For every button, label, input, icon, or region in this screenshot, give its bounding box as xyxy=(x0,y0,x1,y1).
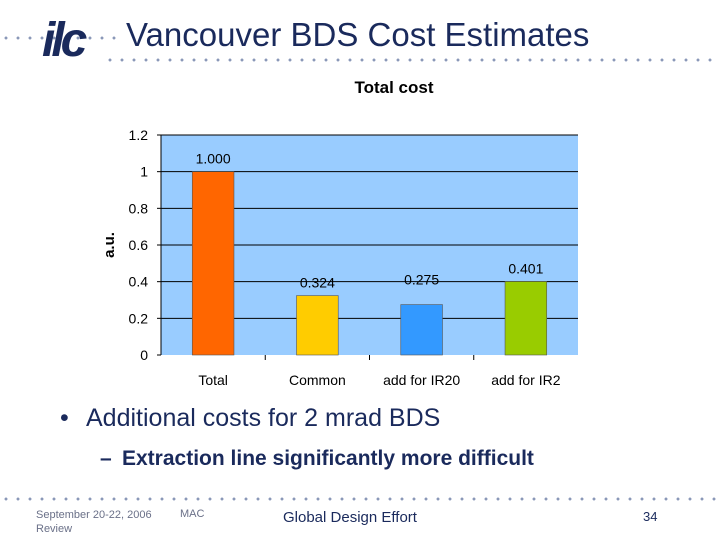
footer-dotted-rule xyxy=(0,497,720,501)
ilc-logo-text: ilc xyxy=(42,14,87,64)
bullet-2-text: Extraction line significantly more diffi… xyxy=(122,447,534,470)
data-label: 1.000 xyxy=(196,151,231,167)
header-dotted-rule xyxy=(0,36,120,40)
bullet-symbol: • xyxy=(60,404,69,432)
footer-date: September 20-22, 2006 Review xyxy=(36,509,152,535)
footer-global-design-effort: Global Design Effort xyxy=(283,509,417,526)
footer-mac: MAC xyxy=(180,508,205,520)
sub-bullet-dash: – xyxy=(100,447,112,470)
y-tick-label: 0.6 xyxy=(129,237,149,253)
y-tick-label: 0.4 xyxy=(129,274,149,290)
ilc-logo: ilc xyxy=(42,14,91,64)
category-labels: Total Common add for IR20 add for IR2 xyxy=(198,372,560,388)
bullet-additional-costs: • Additional costs for 2 mrad BDS xyxy=(60,404,440,433)
bar-add-for-ir20 xyxy=(400,304,443,356)
total-cost-chart: Total cost a.u. 0 0.2 0.4 0.6 0.8 1 1.2 Total C… xyxy=(101,78,578,388)
y-tick-label: 1 xyxy=(140,164,148,180)
y-tick-label: 1.2 xyxy=(129,127,149,143)
data-labels: 1.000 0.324 0.275 0.401 xyxy=(196,151,544,291)
category-label: add for IR20 xyxy=(383,372,460,388)
y-tick-label: 0.2 xyxy=(129,310,149,326)
data-label: 0.401 xyxy=(508,260,543,276)
y-tick-labels: 0 0.2 0.4 0.6 0.8 1 1.2 xyxy=(129,127,161,363)
slide-title: Vancouver BDS Cost Estimates xyxy=(126,16,590,53)
bar-total xyxy=(191,171,235,356)
category-label: Total xyxy=(198,372,228,388)
chart-title: Total cost xyxy=(354,78,433,97)
bar-common xyxy=(296,295,339,356)
title-dotted-rule xyxy=(104,58,720,62)
category-label: Common xyxy=(289,372,346,388)
data-label: 0.275 xyxy=(404,272,439,288)
y-tick-label: 0 xyxy=(140,347,148,363)
bar-add-for-ir2 xyxy=(504,281,548,356)
sub-bullet-extraction-line: – Extraction line significantly more diff… xyxy=(100,447,534,471)
bullet-1-text: Additional costs for 2 mrad BDS xyxy=(86,404,441,432)
page-number: 34 xyxy=(643,509,658,524)
category-label: add for IR2 xyxy=(491,372,560,388)
y-tick-label: 0.8 xyxy=(129,200,149,216)
data-label: 0.324 xyxy=(300,275,335,291)
bars xyxy=(191,171,548,356)
y-axis-label: a.u. xyxy=(101,232,118,258)
